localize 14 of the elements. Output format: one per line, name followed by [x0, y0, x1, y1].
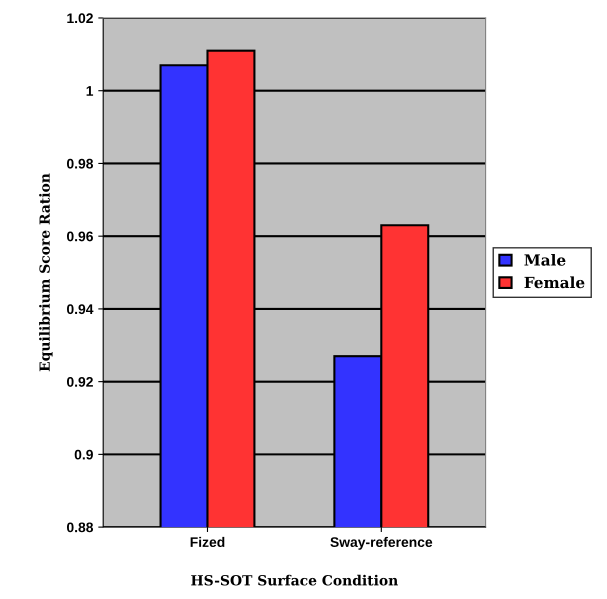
y-tick-label: 0.98	[66, 158, 94, 169]
y-tick-label: 0.88	[66, 522, 94, 532]
y-tick-label: 0.96	[66, 232, 93, 242]
y-tick-label: 0.94	[66, 304, 94, 314]
y-tick-label: 0.9	[74, 450, 93, 460]
y-tick-label: 0.92	[66, 376, 93, 387]
x-tick-label: Sway-reference	[330, 536, 432, 550]
y-axis-title: Equilibrium Score Ration	[39, 173, 53, 372]
x-tick-label: Fized	[190, 536, 224, 548]
y-tick-label: 1	[86, 86, 94, 96]
y-tick-label: 1.02	[67, 13, 93, 24]
legend-label: Male	[524, 254, 566, 266]
x-axis-title: HS-SOT Surface Condition	[191, 574, 398, 586]
legend-label: Female	[524, 276, 584, 288]
